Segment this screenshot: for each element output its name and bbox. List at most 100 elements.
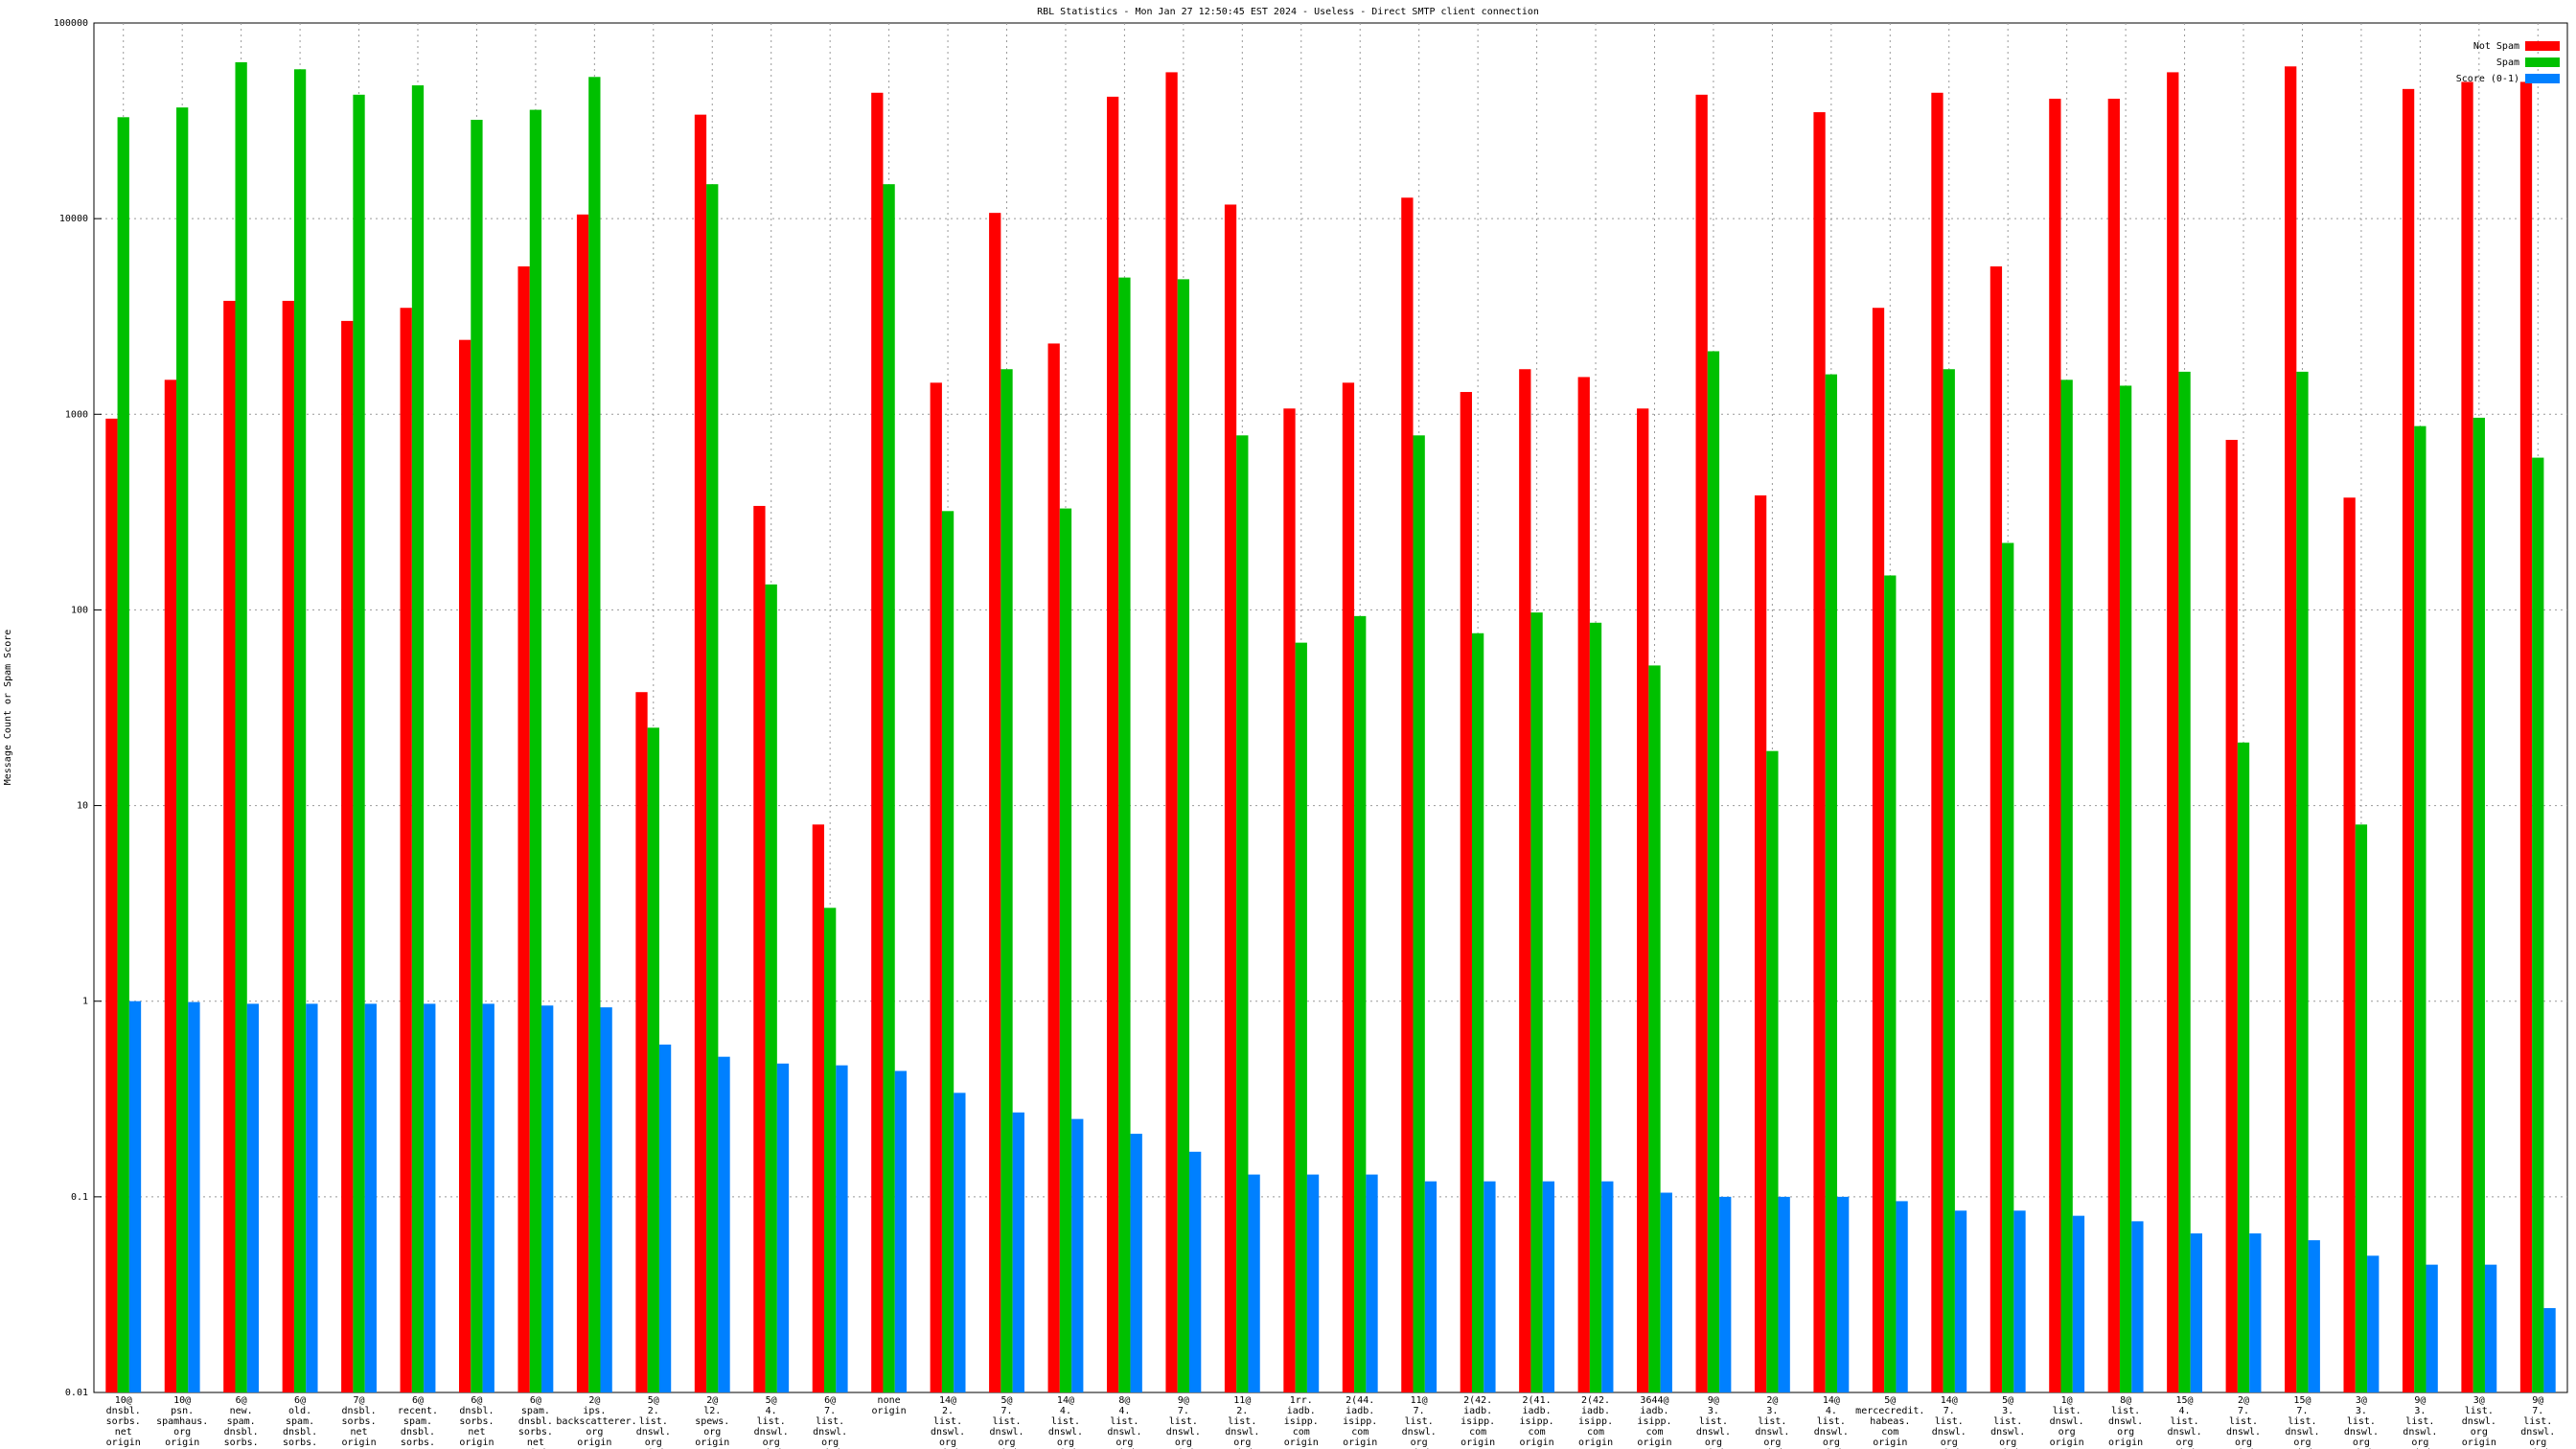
bar <box>1813 112 1826 1393</box>
y-tick-label: 10000 <box>59 214 88 224</box>
bar <box>1059 508 1072 1392</box>
bar <box>459 339 472 1392</box>
x-tick-label: 2(42. iadb. isipp. com origin <box>1577 1395 1614 1448</box>
bar <box>235 61 247 1393</box>
y-tick-label: 10 <box>77 801 88 812</box>
bar <box>2002 542 2014 1392</box>
bar <box>2519 81 2533 1392</box>
x-tick-label: 3644@ iadb. isipp. com origin <box>1637 1395 1672 1448</box>
bar <box>2543 1307 2556 1392</box>
bar <box>1165 72 1178 1392</box>
bar <box>1943 369 1955 1392</box>
bar <box>1648 665 1661 1392</box>
bar <box>635 692 648 1392</box>
x-tick-label: 2@ l2. spews. org origin <box>695 1395 730 1448</box>
y-tick-label: 1 <box>82 997 88 1007</box>
bar <box>871 92 884 1392</box>
bar <box>1071 1118 1084 1392</box>
bar <box>176 107 189 1392</box>
bar <box>1047 343 1060 1393</box>
bar <box>2414 426 2426 1392</box>
y-tick-label: 100 <box>71 605 88 615</box>
bar <box>2167 72 2179 1392</box>
bar <box>836 1065 848 1392</box>
bar <box>1719 1196 1732 1392</box>
x-tick-label: 2(41. iadb. isipp. com origin <box>1519 1395 1554 1448</box>
bar <box>2285 66 2297 1393</box>
x-tick-label: 8@ list. dnswl. org origin <box>2108 1395 2144 1448</box>
bar <box>400 308 412 1392</box>
bar <box>282 300 294 1393</box>
bar <box>293 69 307 1393</box>
bar <box>518 265 530 1392</box>
bar <box>2049 99 2061 1393</box>
bar <box>1872 308 1885 1392</box>
bar <box>1306 1174 1320 1392</box>
y-tick-label: 0.1 <box>71 1192 88 1203</box>
y-axis-label: Message Count or Spam Score <box>3 630 13 786</box>
bar <box>1118 277 1131 1393</box>
bar <box>1601 1181 1614 1392</box>
bar <box>2296 371 2309 1392</box>
bar <box>1884 575 1897 1392</box>
bar <box>1484 1181 1496 1392</box>
bar <box>1283 408 1296 1392</box>
bar <box>117 117 129 1392</box>
bar <box>647 727 659 1392</box>
bar <box>471 120 483 1392</box>
bar <box>718 1056 730 1392</box>
bar <box>1424 1181 1438 1392</box>
bar <box>2060 380 2073 1393</box>
bar <box>1460 392 1472 1392</box>
x-tick-label: 1rr. iadb. isipp. com origin <box>1283 1395 1319 1448</box>
bar <box>1577 377 1590 1392</box>
bar <box>2308 1240 2320 1392</box>
bar <box>776 1063 790 1392</box>
bar <box>706 184 719 1393</box>
x-tick-label: 6@ dnsbl. sorbs. net origin <box>459 1395 494 1448</box>
bar <box>1130 1134 1142 1392</box>
bar <box>188 1001 200 1392</box>
bar <box>2107 99 2120 1393</box>
legend-label: Not Spam <box>2473 41 2519 52</box>
bar <box>164 380 177 1393</box>
bar <box>1177 279 1190 1393</box>
bar <box>1754 494 1767 1392</box>
bar <box>765 584 777 1392</box>
bar <box>1530 612 1543 1392</box>
bar <box>2119 385 2132 1392</box>
bar <box>1413 435 1425 1392</box>
bar <box>1401 197 1414 1392</box>
x-tick-label: 2@ ips. backscatterer. org origin <box>556 1395 637 1448</box>
bar <box>482 1003 494 1392</box>
bar <box>1000 369 1013 1392</box>
bar <box>2472 417 2485 1392</box>
bar <box>2343 497 2356 1392</box>
bar <box>2013 1210 2026 1392</box>
x-tick-label: 1@ list. dnswl. org origin <box>2049 1395 2084 1448</box>
bar <box>1660 1192 1672 1392</box>
bar <box>411 85 425 1393</box>
bar <box>2426 1264 2438 1392</box>
x-tick-label: 10@ dnsbl. sorbs. net origin <box>105 1395 141 1448</box>
bar <box>883 184 895 1393</box>
bar <box>2225 439 2238 1393</box>
y-tick-label: 1000 <box>65 409 88 420</box>
bar <box>2249 1233 2262 1392</box>
legend-swatch <box>2525 58 2560 67</box>
bar <box>941 511 954 1392</box>
bar <box>223 300 236 1393</box>
plot-frame <box>93 22 2568 1393</box>
x-tick-label: 2(44. iadb. isipp. com origin <box>1343 1395 1378 1448</box>
bar <box>246 1003 260 1392</box>
bar <box>1836 1196 1850 1392</box>
bar <box>2367 1255 2380 1392</box>
bar <box>2237 742 2250 1392</box>
x-tick-label: 3@ list. dnswl. org origin <box>2461 1395 2496 1448</box>
bar <box>2461 81 2473 1392</box>
bar <box>588 77 601 1392</box>
x-tick-label: 10@ psn. spamhaus. org origin <box>156 1395 209 1448</box>
bar <box>753 505 766 1392</box>
bar <box>658 1045 672 1392</box>
x-tick-label: 9@ 7. list. dnswl. org origin <box>2520 1395 2556 1449</box>
